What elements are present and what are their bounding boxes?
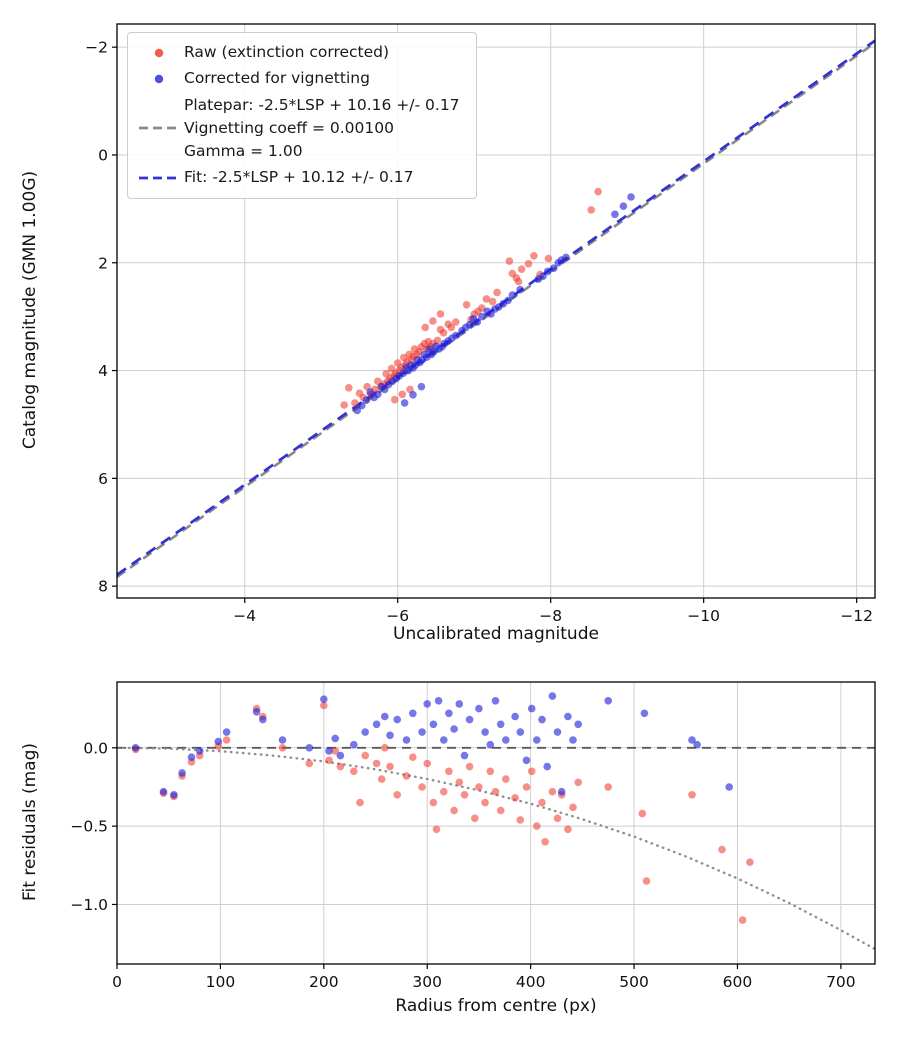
residuals-series-1 <box>131 692 733 799</box>
magnitude-fit-series-0 <box>340 187 602 409</box>
magnitude-fit-x-tick-label: −12 <box>840 607 873 625</box>
dashed-line-icon <box>134 170 184 186</box>
legend-label: Fit: -2.5*LSP + 10.12 +/- 0.17 <box>184 168 414 187</box>
top-y-axis-label: Catalog magnitude (GMN 1.00G) <box>20 170 40 450</box>
residuals-x-tick-label: 100 <box>206 973 236 991</box>
magnitude-fit-y-tick-label: 6 <box>98 470 108 488</box>
residuals-x-tick-label: 700 <box>826 973 856 991</box>
magnitude-fit-x-tick-label: −4 <box>233 607 256 625</box>
magnitude-fit-x-tick-label: −10 <box>687 607 720 625</box>
magnitude-fit-y-tick-label: 2 <box>98 254 108 272</box>
dashed-line-icon <box>134 120 184 136</box>
magnitude-fit-y-tick-label: 0 <box>98 146 108 164</box>
platepar-line <box>116 41 876 579</box>
legend-item-2: Platepar: -2.5*LSP + 10.16 +/- 0.17 Vigne… <box>134 94 460 164</box>
legend-label: Raw (extinction corrected) <box>184 43 390 61</box>
legend: Raw (extinction corrected) Corrected for … <box>127 32 477 199</box>
residuals-y-tick-label: 0.0 <box>83 739 108 757</box>
residuals-plot: 0 100 200 300 400 500 600 700 0.0 −0.5 −1.0 <box>70 681 877 991</box>
magnitude-fit-series-1 <box>353 193 635 415</box>
residuals-grid <box>116 682 875 964</box>
scatter-dot-icon <box>134 45 184 61</box>
top-x-axis-label: Uncalibrated magnitude <box>393 624 599 644</box>
bottom-x-axis-label: Radius from centre (px) <box>395 996 597 1016</box>
bottom-y-axis-label: Fit residuals (mag) <box>20 743 40 901</box>
magnitude-fit-y-tick-label: 8 <box>98 578 108 596</box>
residuals-y-tick-label: −0.5 <box>70 818 108 836</box>
residuals-x-tick-label: 300 <box>412 973 442 991</box>
magnitude-fit-x-tick-label: −8 <box>539 607 562 625</box>
legend-item-0: Raw (extinction corrected) <box>134 41 460 64</box>
scatter-dot-icon <box>134 71 184 87</box>
vignetting-model-curve <box>115 746 877 951</box>
residuals-x-tick-label: 200 <box>309 973 339 991</box>
residuals-x-tick-label: 500 <box>619 973 649 991</box>
residuals-y-tick-label: −1.0 <box>70 896 108 914</box>
residuals-x-tick-label: 400 <box>516 973 546 991</box>
magnitude-fit-plot-border <box>116 23 876 599</box>
fit-line <box>116 39 876 576</box>
magnitude-fit-y-tick-label: 4 <box>98 362 108 380</box>
residuals-x-tick-label: 0 <box>112 973 122 991</box>
legend-label: Platepar: -2.5*LSP + 10.16 +/- 0.17 Vigne… <box>184 95 460 161</box>
legend-label: Corrected for vignetting <box>184 69 370 88</box>
residuals-plot-border <box>116 681 876 965</box>
magnitude-fit-y-tick-label: −2 <box>85 39 108 57</box>
legend-item-1: Corrected for vignetting <box>134 67 460 90</box>
residuals-x-tick-label: 600 <box>723 973 753 991</box>
magnitude-fit-x-tick-label: −6 <box>386 607 409 625</box>
legend-item-3: Fit: -2.5*LSP + 10.12 +/- 0.17 <box>134 166 460 189</box>
